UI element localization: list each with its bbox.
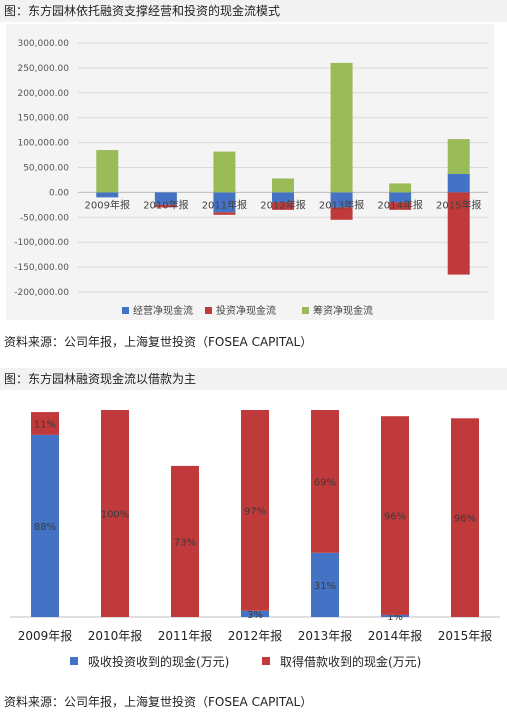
bar-segment [311,552,339,617]
bar-segment [31,412,59,435]
bar-segment [311,410,339,553]
x-tick-label: 2012年报 [260,198,305,211]
data-label: 69% [314,477,336,488]
y-tick-label: 250,000.00 [17,64,69,74]
x-tick-label: 2010年报 [88,628,143,643]
y-tick-label: 100,000.00 [17,139,69,149]
legend-swatch [122,307,129,314]
x-tick-label: 2010年报 [143,198,188,211]
data-label: 0% [457,606,473,617]
bar-segment [447,173,470,193]
legend-label: 筹资净现金流 [313,304,373,317]
data-label: 100% [101,510,130,521]
x-tick-label: 2009年报 [18,628,73,643]
bar-segment [241,410,269,611]
data-label: 73% [174,537,196,548]
bar-segment [447,192,470,275]
x-tick-label: 2014年报 [368,628,423,643]
bar-segment [451,418,479,617]
x-tick-label: 2012年报 [228,628,283,643]
bar-segment [389,192,412,203]
bar-segment [272,192,294,203]
legend-label: 投资净现金流 [216,304,276,317]
x-tick-label: 2015年报 [436,198,481,211]
bar-segment [381,416,409,615]
bar-segment [330,62,353,193]
legend-swatch [70,657,78,665]
legend-swatch [262,657,270,665]
y-tick-label: -100,000.00 [14,238,69,248]
legend-swatch [302,307,309,314]
bar-segment [330,192,353,208]
bar-segment [101,410,129,617]
x-tick-label: 2015年报 [438,628,493,643]
y-tick-label: -200,000.00 [14,288,69,298]
chart1-plot: 300,000.00 250,000.00 200,000.00 150,000.00… [14,39,488,317]
chart2-title: 图：东方园林融资现金流以借款为主 [0,368,507,390]
data-label: 88% [34,522,56,533]
data-label: 3% [247,610,263,621]
bar-segment [213,192,236,213]
chart1-title: 图：东方园林依托融资支撑经营和投资的现金流模式 [0,0,507,22]
x-tick-label: 2011年报 [202,198,247,211]
y-tick-label: 150,000.00 [17,114,69,124]
x-tick-label: 2011年报 [158,628,213,643]
bar-segment [272,202,294,210]
bar-segment [213,151,236,193]
legend-swatch [205,307,212,314]
bar-segment [447,139,470,174]
data-label: 0% [177,606,193,617]
bar-segment [154,204,177,208]
y-tick-label: -50,000.00 [20,213,69,223]
bar-segment [96,192,119,198]
bar-segment [154,192,177,205]
bar-segment [213,212,236,215]
bar-segment [96,150,119,193]
chart2-source: 资料来源：公司年报，上海复世投资（FOSEA CAPITAL） [4,695,313,709]
data-label: 11% [34,419,56,430]
y-tick-label: -150,000.00 [14,263,69,273]
bar-segment [389,202,412,210]
legend-label: 吸收投资收到的现金(万元) [88,654,229,669]
chart1-background [6,24,494,320]
data-label: 96% [454,514,476,525]
y-tick-label: 0.00 [49,188,69,198]
bar-segment [241,610,269,617]
legend-label: 经营净现金流 [133,304,193,317]
bar-segment [31,434,59,617]
bar-segment [330,207,353,220]
y-tick-label: 200,000.00 [17,89,69,99]
data-label: 1% [387,612,403,623]
bar-segment [171,465,199,617]
bar-segment [389,183,412,193]
y-tick-label: 300,000.00 [17,39,69,49]
bar-segment [272,178,294,193]
x-tick-label: 2013年报 [319,198,364,211]
x-tick-label: 2014年报 [377,198,422,211]
y-tick-label: 50,000.00 [23,164,69,174]
legend-label: 取得借款收到的现金(万元) [280,654,421,669]
x-tick-label: 2009年报 [85,198,130,211]
bar-segment [381,614,409,617]
chart1-source: 资料来源：公司年报，上海复世投资（FOSEA CAPITAL） [4,335,313,349]
x-tick-label: 2013年报 [298,628,353,643]
data-label: 97% [244,506,266,517]
data-label: 31% [314,581,336,592]
data-label: 96% [384,512,406,523]
